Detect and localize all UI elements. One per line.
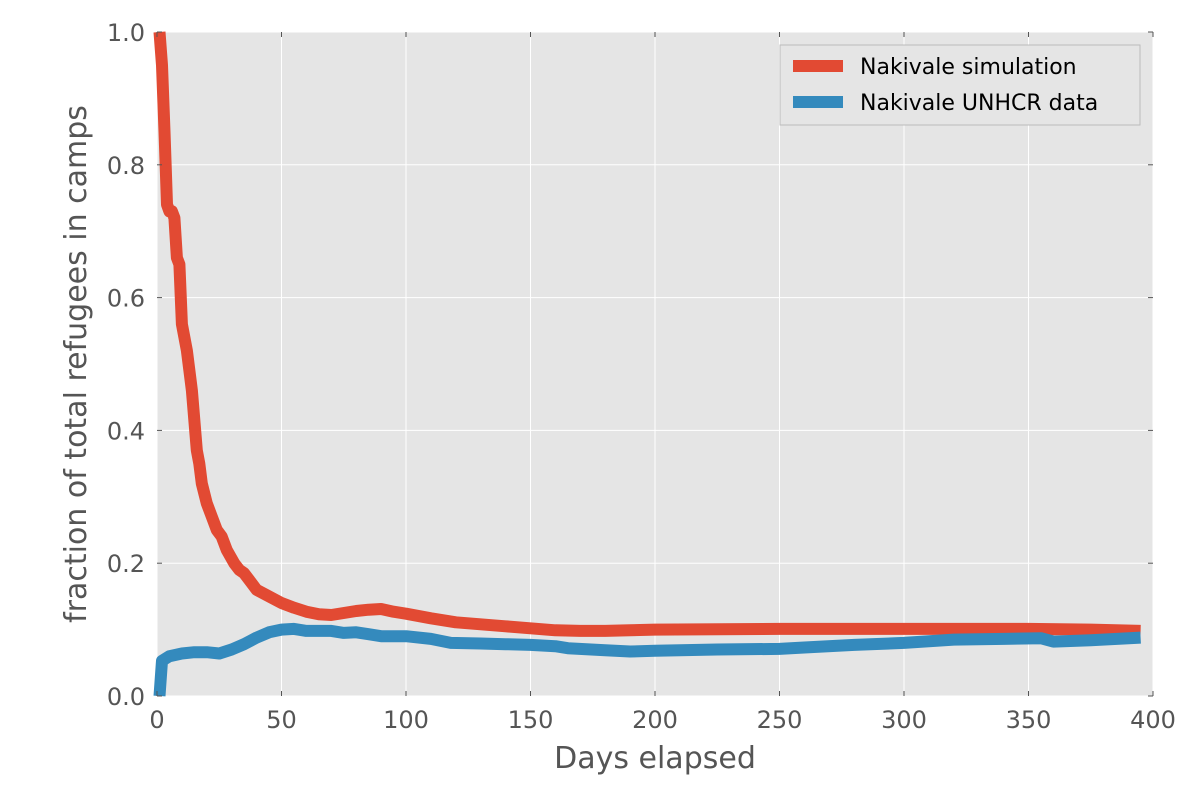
x-tick-label: 0 xyxy=(149,706,164,734)
x-tick-label: 200 xyxy=(632,706,678,734)
x-tick-label: 350 xyxy=(1006,706,1052,734)
legend-label-unhcr: Nakivale UNHCR data xyxy=(860,91,1098,116)
y-tick-label: 0.0 xyxy=(107,683,145,711)
legend: Nakivale simulation Nakivale UNHCR data xyxy=(779,44,1141,126)
legend-label-simulation: Nakivale simulation xyxy=(860,55,1077,80)
y-tick-label: 0.2 xyxy=(107,550,145,578)
y-tick-labels: 0.0 0.2 0.4 0.6 0.8 1.0 xyxy=(107,19,145,711)
y-tick-label: 1.0 xyxy=(107,19,145,47)
y-tick-label: 0.6 xyxy=(107,285,145,313)
x-tick-label: 400 xyxy=(1130,706,1176,734)
x-tick-label: 50 xyxy=(266,706,297,734)
x-axis-label: Days elapsed xyxy=(554,741,756,776)
x-tick-label: 250 xyxy=(757,706,803,734)
x-tick-label: 100 xyxy=(383,706,429,734)
x-tick-label: 150 xyxy=(508,706,554,734)
series-line-unhcr xyxy=(153,622,1141,697)
legend-frame xyxy=(779,44,1141,126)
x-tick-labels: 0 50 100 150 200 250 300 350 400 xyxy=(149,706,1176,734)
y-tick-label: 0.4 xyxy=(107,417,145,445)
y-axis-label: fraction of total refugees in camps xyxy=(59,105,94,623)
series-line-simulation xyxy=(153,31,1141,637)
tick-marks xyxy=(156,31,1154,697)
y-tick-label: 0.8 xyxy=(107,152,145,180)
series-layer xyxy=(153,31,1141,697)
x-tick-label: 300 xyxy=(881,706,927,734)
